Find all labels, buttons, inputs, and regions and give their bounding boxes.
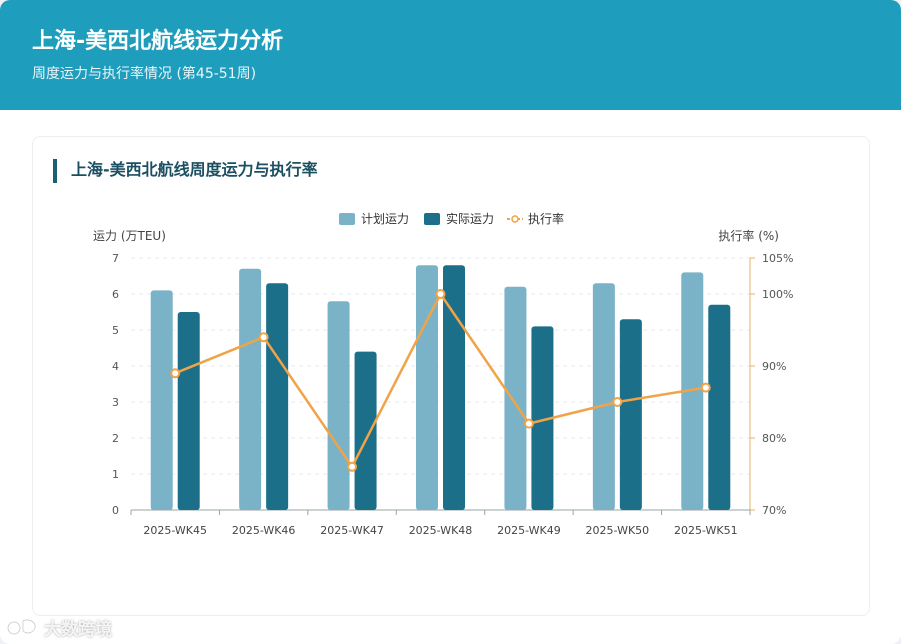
y-right-tick-label: 105% — [762, 252, 793, 265]
bar-planned — [504, 286, 527, 510]
y-right-tick-label: 80% — [762, 432, 786, 445]
rate-point — [258, 332, 269, 343]
bar-planned — [681, 272, 704, 510]
legend-swatch-actual — [424, 213, 440, 225]
x-tick-label: 2025-WK45 — [143, 524, 207, 537]
y-tick-label: 1 — [112, 468, 119, 481]
legend-swatch-planned — [339, 213, 355, 225]
bar-actual — [354, 351, 377, 510]
x-tick-label: 2025-WK46 — [232, 524, 296, 537]
rate-point — [700, 382, 711, 393]
rate-point — [347, 461, 358, 472]
chart-title: 上海-美西北航线周度运力与执行率 — [53, 159, 318, 183]
bar-actual — [708, 304, 731, 510]
y-right-axis-title: 执行率 (%) — [718, 228, 779, 243]
y-tick-label: 2 — [112, 432, 119, 445]
page-title: 上海-美西北航线运力分析 — [32, 29, 284, 54]
y-right-tick-label: 100% — [762, 288, 793, 301]
watermark: 大数跨境 — [6, 614, 112, 640]
legend-label-planned: 计划运力 — [361, 212, 409, 226]
bar-planned — [150, 290, 173, 510]
y-right-tick-label: 90% — [762, 360, 786, 373]
legend-label-actual: 实际运力 — [446, 211, 494, 226]
rate-point — [170, 368, 181, 379]
bar-actual — [443, 265, 465, 510]
bar-actual — [531, 326, 554, 510]
bar-planned — [239, 268, 262, 510]
watermark-text: 大数跨境 — [44, 619, 112, 640]
rate-point — [523, 418, 534, 429]
y-tick-label: 4 — [112, 360, 119, 373]
legend-swatch-rate-dot — [511, 215, 519, 223]
y-tick-label: 6 — [112, 288, 119, 301]
legend-label-rate: 执行率 — [528, 211, 564, 226]
x-tick-label: 2025-WK48 — [409, 524, 473, 537]
y-axis-title: 运力 (万TEU) — [93, 229, 166, 243]
y-right-tick-label: 70% — [762, 504, 786, 517]
chart-svg: 0 1 2 3 4 5 6 7 70% 80% 90% 100% 105% 运力 (万TEU) 执行率 (%… — [93, 211, 793, 537]
page-subtitle: 周度运力与执行率情况 (第45-51周) — [32, 66, 257, 82]
y-tick-label: 7 — [112, 252, 119, 265]
x-tick-label: 2025-WK47 — [320, 524, 384, 537]
rate-point — [435, 289, 446, 299]
x-tick-label: 2025-WK50 — [586, 524, 650, 537]
bar-actual — [177, 312, 200, 510]
y-tick-label: 3 — [112, 396, 119, 409]
rate-point — [612, 397, 623, 407]
bar-planned — [416, 265, 438, 510]
bar-actual — [619, 319, 642, 510]
y-tick-label: 0 — [112, 504, 119, 517]
chart-card: 上海-美西北航线周度运力与执行率 0 1 2 3 4 5 6 7 70% 80% 90% 100% 10… — [32, 136, 870, 616]
x-tick-label: 2025-WK49 — [497, 524, 561, 537]
watermark-logo-icon — [6, 618, 37, 636]
page-header: 上海-美西北航线运力分析 周度运力与执行率情况 (第45-51周) — [0, 0, 901, 110]
y-tick-label: 5 — [112, 324, 119, 337]
bar-planned — [327, 301, 350, 510]
x-tick-label: 2025-WK51 — [674, 524, 738, 537]
bar-planned — [592, 283, 615, 510]
bar-actual — [266, 283, 289, 510]
